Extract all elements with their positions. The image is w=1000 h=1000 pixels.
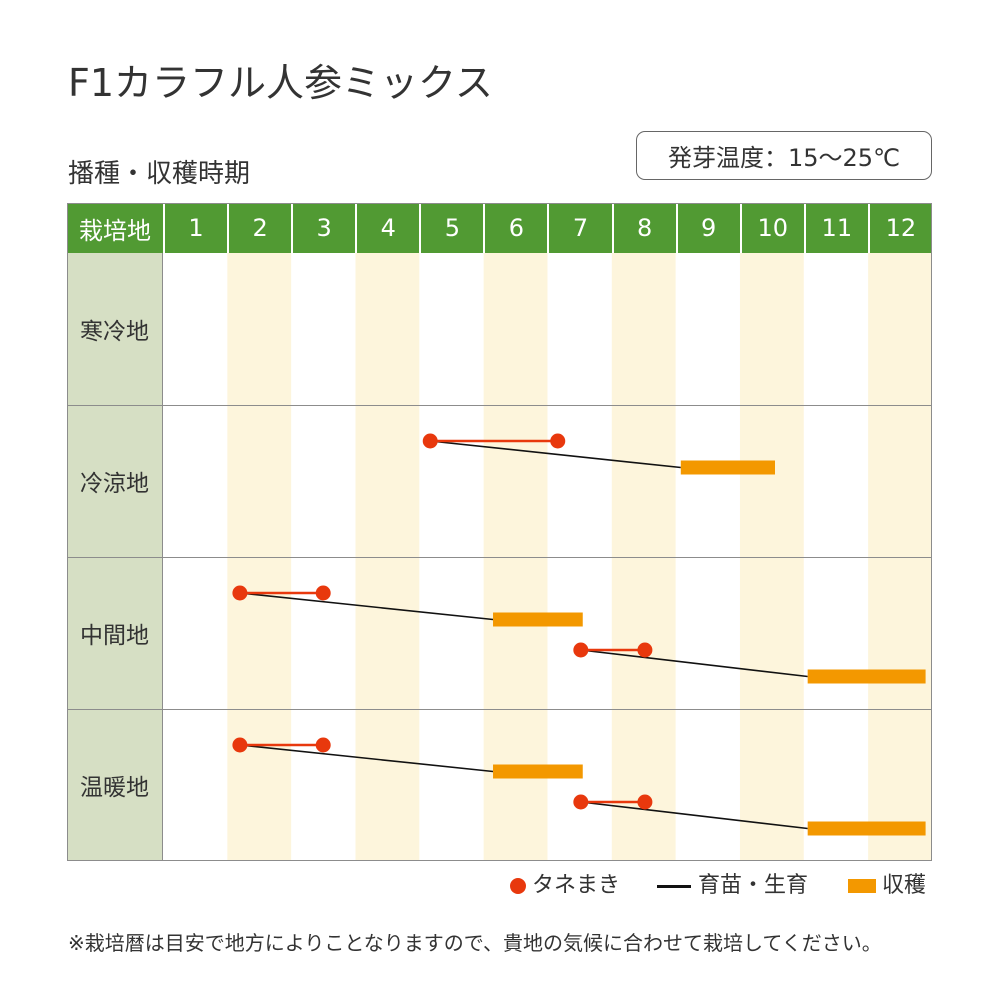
- sowing-start-dot: [422, 433, 438, 449]
- sowing-dot-icon: [510, 878, 526, 894]
- product-title: F1カラフル人参ミックス: [68, 61, 493, 105]
- sowing-end-dot: [637, 642, 653, 658]
- harvest-bar-icon: [848, 879, 876, 893]
- region-header-cell: 栽培地: [79, 216, 151, 245]
- harvest-period-bar: [493, 612, 583, 627]
- sowing-start-dot: [573, 642, 589, 658]
- calendar-title: 播種・収穫時期: [68, 159, 251, 189]
- legend-label-growing: 育苗・生育: [698, 873, 809, 898]
- month-header-11: 11: [803, 203, 868, 253]
- row-divider: [67, 709, 932, 710]
- row-divider: [67, 405, 932, 406]
- month-header-7: 7: [547, 203, 611, 253]
- month-header-3: 3: [291, 203, 355, 253]
- sowing-end-dot: [550, 433, 566, 449]
- harvest-period-bar: [680, 460, 775, 475]
- month-header-1: 1: [163, 203, 227, 253]
- sowing-end-dot: [315, 737, 331, 753]
- region-label-cold: 寒冷地: [80, 319, 149, 345]
- harvest-period-bar: [807, 821, 926, 836]
- cultivation-calendar-table: 寒冷地 冷涼地 中間地 温暖地 栽培地 1 2 3 4 5 6 7 8 9 10…: [67, 203, 932, 861]
- month-header-8: 8: [611, 203, 676, 253]
- growing-period-line: [239, 592, 494, 621]
- legend-label-harvest: 収穫: [882, 873, 927, 898]
- sowing-start-dot: [232, 737, 248, 753]
- growing-period-line: [239, 744, 494, 773]
- growing-period-line: [430, 440, 681, 469]
- germination-temperature-badge: 発芽温度：15〜25℃: [636, 131, 932, 180]
- sowing-end-dot: [637, 794, 653, 810]
- growing-period-line: [580, 801, 808, 830]
- month-header-row: 栽培地 1 2 3 4 5 6 7 8 9 10 11 12: [67, 203, 932, 253]
- sowing-end-dot: [315, 585, 331, 601]
- month-header-10: 10: [739, 203, 804, 253]
- month-header-4: 4: [355, 203, 419, 253]
- harvest-period-bar: [807, 669, 926, 684]
- month-header-5: 5: [419, 203, 483, 253]
- month-header-9: 9: [675, 203, 740, 253]
- legend-label-sowing: タネまき: [532, 873, 621, 898]
- germination-temperature-text: 発芽温度：15〜25℃: [667, 144, 901, 172]
- footnote: ※栽培暦は目安で地方によりことなりますので、貴地の気候に合わせて栽培してください…: [68, 931, 882, 955]
- sowing-start-dot: [573, 794, 589, 810]
- region-label-intermediate: 中間地: [80, 623, 149, 649]
- month-header-2: 2: [227, 203, 291, 253]
- growing-period-line: [580, 649, 808, 678]
- month-header-6: 6: [483, 203, 547, 253]
- growing-line-icon: [657, 885, 691, 888]
- schedule-marks: [232, 433, 926, 836]
- sowing-start-dot: [232, 585, 248, 601]
- region-label-cool: 冷涼地: [80, 471, 149, 497]
- harvest-period-bar: [493, 764, 583, 779]
- region-label-warm: 温暖地: [80, 775, 149, 801]
- row-divider: [67, 557, 932, 558]
- month-header-12: 12: [867, 203, 932, 253]
